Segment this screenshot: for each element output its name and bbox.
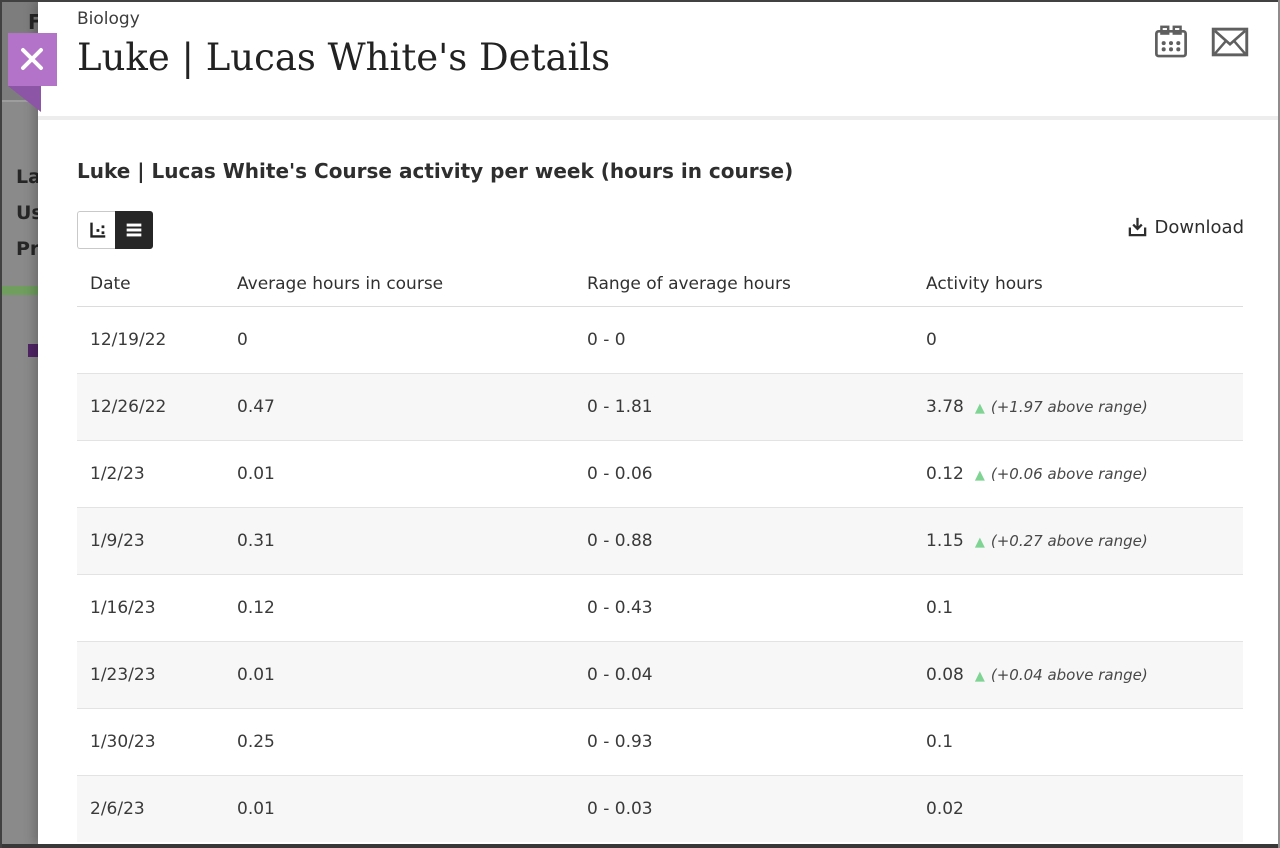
avg-cell: 0.12 <box>237 597 275 618</box>
table-row: 12/26/22 0.47 0 - 1.81 3.78 ▲ (+1.97 above… <box>77 373 1243 440</box>
above-range-note: (+0.06 above range) <box>990 464 1148 483</box>
range-cell: 0 - 0.06 <box>587 463 653 484</box>
frame-border-left <box>0 0 2 848</box>
range-cell: 0 - 0.88 <box>587 530 653 551</box>
table-view-button[interactable] <box>115 211 153 249</box>
activity-cell: 0▲ <box>926 329 937 350</box>
chart-view-button[interactable] <box>77 211 115 249</box>
column-header-date: Date <box>77 262 224 307</box>
date-cell: 1/16/23 <box>90 597 156 618</box>
frame-border-top <box>0 0 1280 2</box>
close-icon <box>21 48 43 70</box>
download-button[interactable]: Download <box>1127 216 1244 238</box>
column-header-activity: Activity hours <box>913 262 1243 307</box>
activity-table: Date Average hours in course Range of av… <box>77 262 1243 842</box>
range-cell: 0 - 0.03 <box>587 798 653 819</box>
range-cell: 0 - 0.43 <box>587 597 653 618</box>
table-row: 1/9/23 0.31 0 - 0.88 1.15 ▲ (+0.27 above r… <box>77 507 1243 574</box>
column-header-average: Average hours in course <box>224 262 574 307</box>
background-text-fragment: La <box>16 166 38 188</box>
range-cell: 0 - 1.81 <box>587 396 653 417</box>
close-ribbon <box>8 33 57 112</box>
avg-cell: 0 <box>237 329 248 350</box>
above-range-note: (+0.04 above range) <box>990 665 1148 684</box>
column-header-range: Range of average hours <box>574 262 913 307</box>
table-row: 1/2/23 0.01 0 - 0.06 0.12 ▲ (+0.06 above r… <box>77 440 1243 507</box>
activity-cell: 0.1▲ <box>926 731 954 752</box>
table-row: 1/23/23 0.01 0 - 0.04 0.08 ▲ (+0.04 above … <box>77 641 1243 708</box>
activity-cell: 0.08 ▲ (+0.04 above range) <box>926 664 1148 685</box>
avg-cell: 0.25 <box>237 731 275 752</box>
header-divider <box>38 116 1278 120</box>
student-details-panel: Biology Luke | Lucas White's Details Luk… <box>38 2 1278 844</box>
date-cell: 1/23/23 <box>90 664 156 685</box>
activity-cell: 0.1▲ <box>926 597 954 618</box>
background-accent-square <box>28 344 38 357</box>
avg-cell: 0.01 <box>237 664 275 685</box>
download-icon <box>1128 217 1146 237</box>
background-progress-bar <box>2 286 38 295</box>
date-cell: 1/30/23 <box>90 731 156 752</box>
page-title: Luke | Lucas White's Details <box>77 36 611 79</box>
date-cell: 2/6/23 <box>90 798 145 819</box>
activity-cell: 1.15 ▲ (+0.27 above range) <box>926 530 1148 551</box>
date-cell: 1/9/23 <box>90 530 145 551</box>
avg-cell: 0.01 <box>237 463 275 484</box>
background-text-fragment: Us <box>16 202 38 224</box>
above-range-icon: ▲ <box>974 400 985 416</box>
background-divider <box>2 100 38 102</box>
range-cell: 0 - 0 <box>587 329 626 350</box>
table-icon <box>126 223 142 237</box>
above-range-icon: ▲ <box>974 668 985 684</box>
avg-cell: 0.47 <box>237 396 275 417</box>
above-range-note: (+1.97 above range) <box>990 397 1148 416</box>
range-cell: 0 - 0.04 <box>587 664 653 685</box>
activity-cell: 0.02▲ <box>926 798 964 819</box>
background-page-overlay: F La Us Pr <box>2 2 38 844</box>
course-label: Biology <box>77 9 140 29</box>
frame-border-right <box>1278 0 1280 848</box>
date-cell: 12/19/22 <box>90 329 167 350</box>
table-row: 1/16/23 0.12 0 - 0.43 0.1▲ <box>77 574 1243 641</box>
close-button[interactable] <box>8 33 57 86</box>
above-range-note: (+0.27 above range) <box>990 531 1148 550</box>
date-cell: 12/26/22 <box>90 396 167 417</box>
section-title: Luke | Lucas White's Course activity per… <box>77 159 794 183</box>
range-cell: 0 - 0.93 <box>587 731 653 752</box>
calendar-icon <box>1155 25 1187 58</box>
above-range-icon: ▲ <box>974 467 985 483</box>
background-text-fragment: F <box>28 10 38 34</box>
background-text-fragment: Pr <box>16 238 38 260</box>
frame-border-bottom <box>0 844 1280 848</box>
calendar-button[interactable] <box>1153 23 1189 61</box>
above-range-icon: ▲ <box>974 534 985 550</box>
avg-cell: 0.01 <box>237 798 275 819</box>
view-toggle-group <box>77 211 153 249</box>
avg-cell: 0.31 <box>237 530 275 551</box>
table-row: 2/6/23 0.01 0 - 0.03 0.02▲ <box>77 775 1243 842</box>
date-cell: 1/2/23 <box>90 463 145 484</box>
email-icon <box>1211 27 1249 57</box>
activity-cell: 0.12 ▲ (+0.06 above range) <box>926 463 1148 484</box>
download-label: Download <box>1154 216 1244 238</box>
table-header-row: Date Average hours in course Range of av… <box>77 262 1243 307</box>
activity-cell: 3.78 ▲ (+1.97 above range) <box>926 396 1148 417</box>
message-button[interactable] <box>1211 26 1249 58</box>
table-row: 1/30/23 0.25 0 - 0.93 0.1▲ <box>77 708 1243 775</box>
table-row: 12/19/22 0 0 - 0 0▲ <box>77 306 1243 373</box>
chart-icon <box>89 222 105 238</box>
